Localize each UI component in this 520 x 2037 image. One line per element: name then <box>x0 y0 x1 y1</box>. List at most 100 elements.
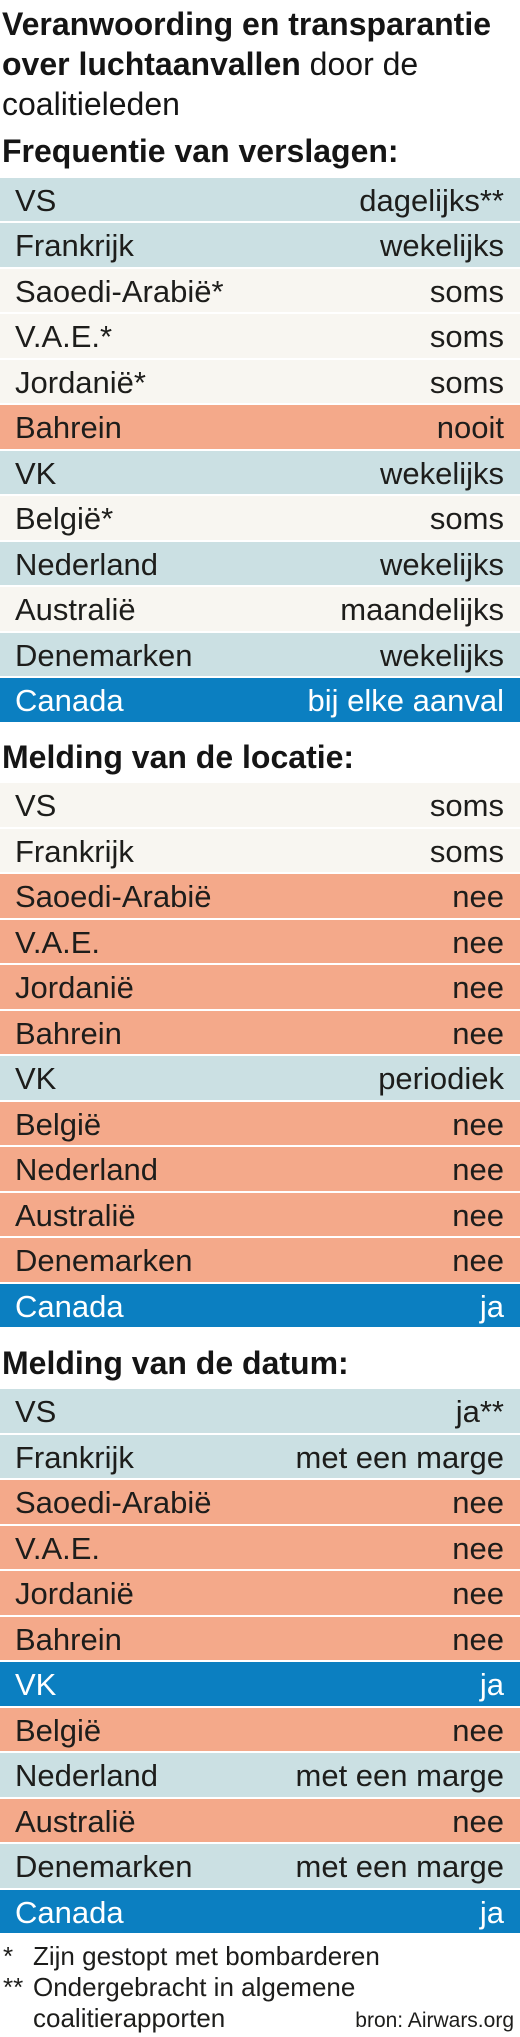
value-label: soms <box>429 319 504 354</box>
table-row: Australië nee <box>0 1190 520 1237</box>
table-row: VS ja** <box>0 1387 520 1433</box>
country-label: Bahrein <box>15 1621 122 1657</box>
value-label: wekelijks <box>379 546 504 582</box>
value-label: nee <box>452 924 504 960</box>
country-label: Australië <box>15 592 136 627</box>
country-label: Jordanië <box>15 1576 134 1611</box>
value-label: soms <box>429 788 504 824</box>
section-table: VS ja** Frankrijk met een marge Saoedi-Arabi… <box>0 1387 520 1933</box>
country-label: Nederland <box>15 1152 159 1188</box>
country-label: Jordanië <box>15 970 134 1006</box>
value-label: nee <box>452 1243 504 1279</box>
value-label: wekelijks <box>379 637 504 673</box>
country-label: Canada <box>15 683 124 718</box>
table-row: Denemarken met een marge <box>0 1842 520 1888</box>
country-label: V.A.E. <box>15 1530 101 1566</box>
table-row: VK periodiek <box>0 1054 520 1100</box>
value-label: wekelijks <box>379 228 504 263</box>
country-label: Frankrijk <box>15 833 134 869</box>
country-label: VK <box>15 455 57 491</box>
country-label: VK <box>15 1667 57 1702</box>
footer: * Zijn gestopt met bombarderen ** Onderg… <box>0 1933 520 2037</box>
value-label: ja <box>479 1894 504 1930</box>
country-label: VS <box>15 182 57 218</box>
country-label: V.A.E.* <box>15 319 113 354</box>
value-label: ja <box>479 1667 504 1702</box>
country-label: Australië <box>15 1803 136 1839</box>
country-label: Nederland <box>15 546 159 582</box>
table-row: V.A.E. nee <box>0 917 520 964</box>
value-label: nee <box>452 1152 504 1188</box>
table-row: VS dagelijks** <box>0 175 520 221</box>
table-row: Denemarken nee <box>0 1236 520 1282</box>
section: Melding van de locatie: VS soms Frankrijk so… <box>0 722 520 1328</box>
table-row: Saoedi-Arabië nee <box>0 872 520 918</box>
country-label: Denemarken <box>15 1849 193 1884</box>
table-row: België nee <box>0 1705 520 1751</box>
footnote-mark: ** <box>3 1972 24 2002</box>
table-row: Canada ja <box>0 1281 520 1328</box>
country-label: Denemarken <box>15 1243 193 1279</box>
country-label: Canada <box>15 1894 124 1930</box>
table-row: Canada bij elke aanval <box>0 676 520 722</box>
value-label: bij elke aanval <box>307 683 504 718</box>
value-label: ja** <box>455 1394 504 1429</box>
value-label: nee <box>452 1576 504 1611</box>
table-row: Jordanië nee <box>0 963 520 1009</box>
value-label: met een marge <box>295 1439 505 1475</box>
country-label: V.A.E. <box>15 924 101 960</box>
table-row: Frankrijk met een marge <box>0 1432 520 1478</box>
country-label: Bahrein <box>15 410 122 445</box>
section-table: VS soms Frankrijk soms Saoedi-Arabië nee V.A.E… <box>0 781 520 1328</box>
value-label: ja <box>479 1288 504 1324</box>
table-row: Australië nee <box>0 1796 520 1842</box>
country-label: Saoedi-Arabië* <box>15 273 224 309</box>
section-heading: Melding van de datum: <box>2 1344 349 1381</box>
value-label: dagelijks** <box>359 182 504 218</box>
country-label: Saoedi-Arabië <box>15 879 212 915</box>
country-label: Nederland <box>15 1758 159 1793</box>
chart-title: Veranwoording en transparantie over luch… <box>0 0 520 128</box>
section: Melding van de datum: VS ja** Frankrijk met … <box>0 1327 520 1933</box>
value-label: nee <box>452 1530 504 1566</box>
value-label: nee <box>452 1803 504 1839</box>
table-row: Nederland met een marge <box>0 1751 520 1797</box>
value-label: met een marge <box>295 1849 505 1884</box>
footnote-text: Zijn gestopt met bombarderen <box>33 1941 380 1971</box>
section-heading: Melding van de locatie: <box>2 738 355 775</box>
title-regular-text: door de coalitieleden <box>2 46 419 122</box>
table-row: Nederland wekelijks <box>0 539 520 585</box>
value-label: maandelijks <box>340 592 504 627</box>
table-row: Saoedi-Arabië* soms <box>0 266 520 312</box>
value-label: soms <box>429 273 504 309</box>
country-label: Denemarken <box>15 637 193 673</box>
table-row: België nee <box>0 1099 520 1146</box>
value-label: nee <box>452 1106 504 1142</box>
value-label: soms <box>429 501 504 536</box>
footnote: ** Ondergebracht in algemene coalitierap… <box>0 1972 520 2034</box>
table-row: V.A.E.* soms <box>0 312 520 358</box>
country-label: Canada <box>15 1288 124 1324</box>
table-row: Bahrein nee <box>0 1614 520 1660</box>
country-label: België* <box>15 501 114 536</box>
value-label: nee <box>452 1197 504 1233</box>
country-label: Saoedi-Arabië <box>15 1485 212 1520</box>
value-label: nee <box>452 879 504 915</box>
country-label: België <box>15 1712 102 1748</box>
value-label: nooit <box>436 410 504 445</box>
country-label: Frankrijk <box>15 1439 134 1475</box>
country-label: Frankrijk <box>15 228 134 263</box>
country-label: Jordanië* <box>15 364 146 400</box>
table-row: VS soms <box>0 781 520 827</box>
value-label: soms <box>429 364 504 400</box>
value-label: periodiek <box>378 1061 504 1097</box>
sections-container: Frequentie van verslagen: VS dagelijks** Fr… <box>0 128 520 1933</box>
table-row: VK ja <box>0 1660 520 1706</box>
section: Frequentie van verslagen: VS dagelijks** Fr… <box>0 128 520 722</box>
country-label: VK <box>15 1061 57 1097</box>
table-row: Bahrein nooit <box>0 403 520 449</box>
table-row: Jordanië nee <box>0 1569 520 1615</box>
value-label: wekelijks <box>379 455 504 491</box>
value-label: met een marge <box>295 1758 505 1793</box>
